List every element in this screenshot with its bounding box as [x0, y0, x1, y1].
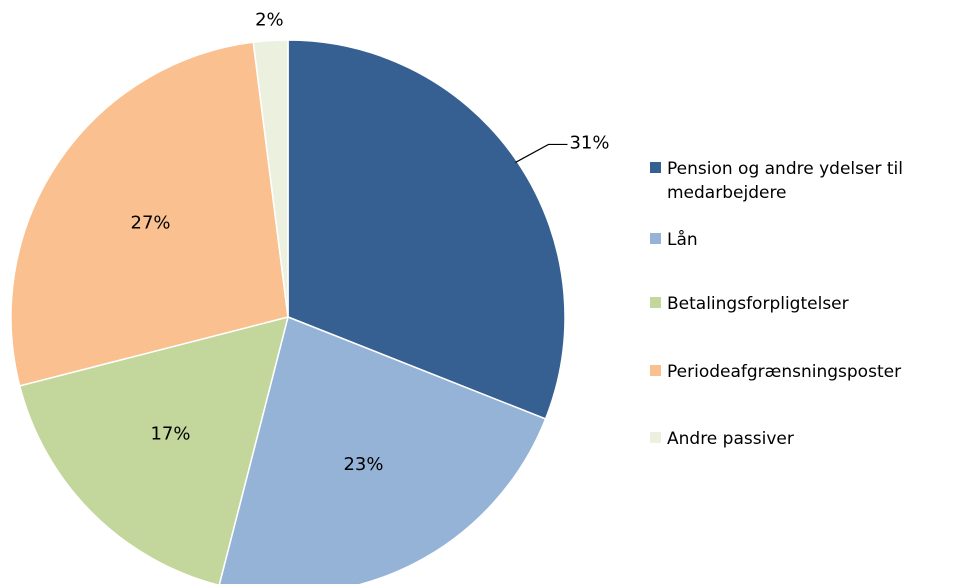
legend-swatch	[650, 233, 661, 244]
legend-swatch	[650, 162, 661, 173]
legend-item: Andre passiver	[650, 427, 960, 451]
legend-item: Betalingsforpligtelser	[650, 292, 960, 316]
legend-label: Pension og andre ydelser til medarbejder…	[667, 159, 903, 203]
legend-label: Periodeafgrænsningsposter	[667, 362, 902, 382]
pie-slice	[10, 41, 289, 387]
legend-label: Betalingsforpligtelser	[667, 294, 849, 314]
legend-item: Pension og andre ydelser til medarbejder…	[650, 157, 960, 205]
pie-slice	[218, 315, 547, 584]
data-label: 31%	[569, 132, 609, 153]
legend-swatch	[650, 365, 661, 376]
pie-slice	[252, 39, 289, 318]
legend-swatch	[650, 297, 661, 308]
data-label: 23%	[343, 454, 383, 475]
data-label: 2%	[255, 10, 284, 31]
legend-item: Periodeafgrænsningsposter	[650, 360, 960, 384]
leader-line	[515, 143, 568, 163]
legend-item: Lån	[650, 228, 960, 252]
data-label: 27%	[131, 213, 171, 234]
legend-label: Andre passiver	[667, 429, 794, 449]
pie-slice	[18, 315, 290, 584]
legend-label: Lån	[667, 230, 698, 250]
data-label: 17%	[150, 424, 190, 445]
legend-swatch	[650, 432, 661, 443]
